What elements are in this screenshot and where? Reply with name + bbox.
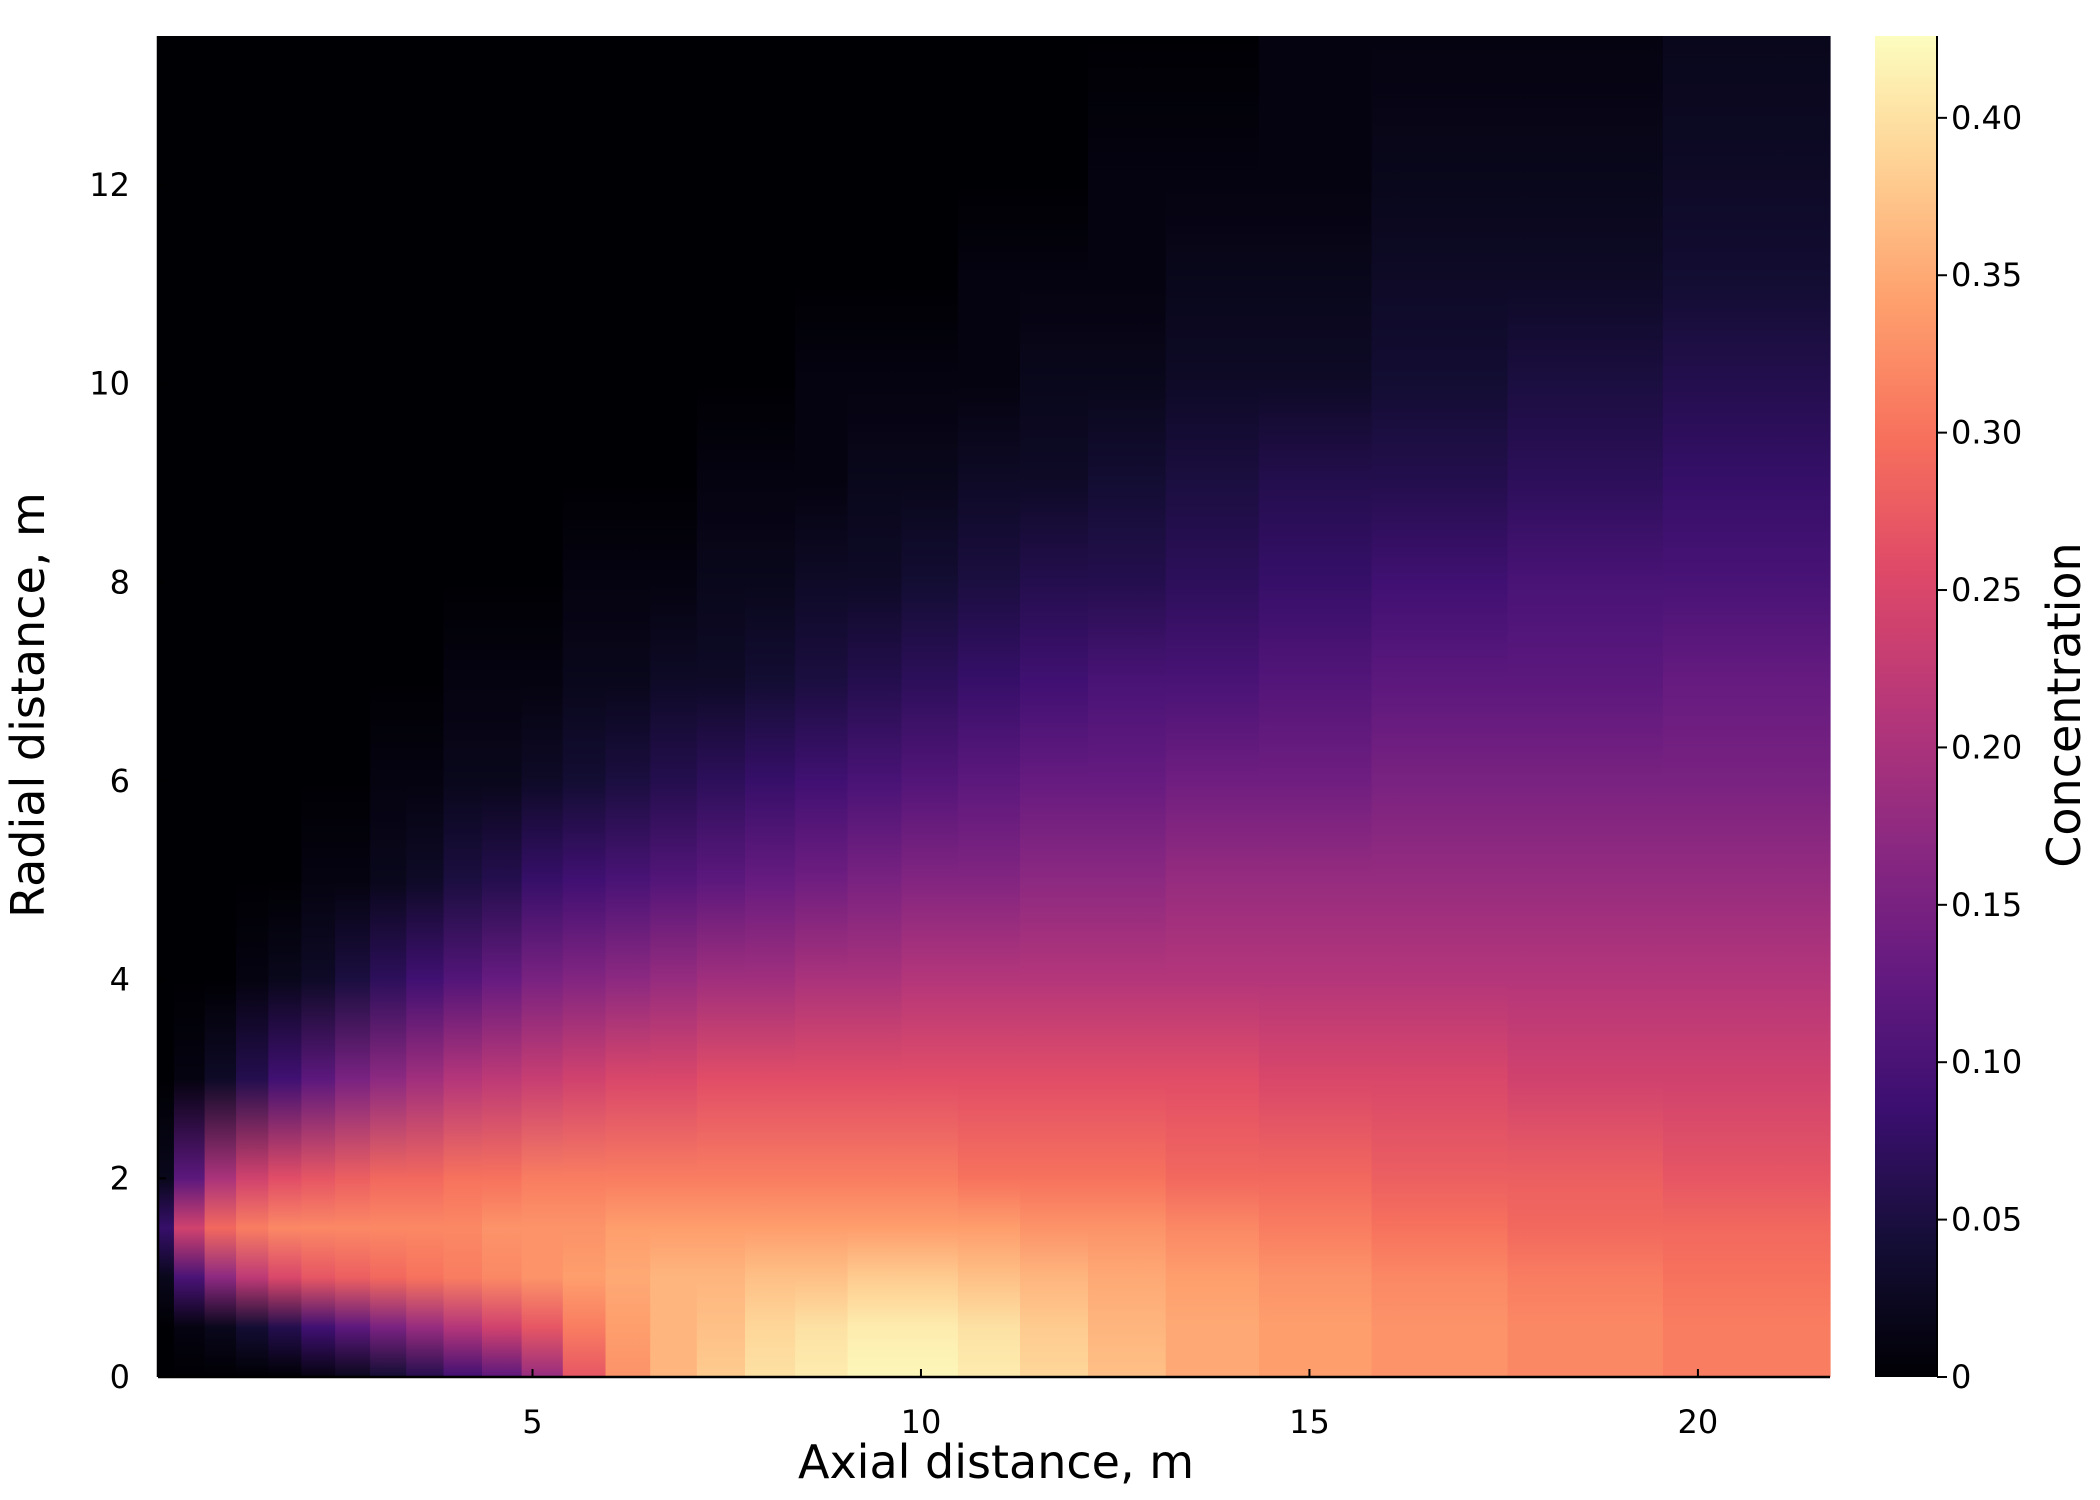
heatmap-column [1507,36,1664,1377]
x-tick-label: 10 [901,1403,942,1441]
y-tick-label: 0 [110,1358,130,1396]
y-tick-label: 8 [110,563,130,601]
colorbar-tick-label: 0.05 [1951,1201,2022,1239]
colorbar-tick-label: 0.25 [1951,571,2022,609]
heatmap-column [696,36,746,1377]
x-axis-label: Axial distance, m [798,1435,1194,1489]
heatmap-column [443,36,483,1377]
heatmap-column [605,36,651,1377]
heatmap-column [957,36,1021,1377]
heatmap-column [1662,36,1831,1377]
heatmap-column [847,36,903,1377]
colorbar-label: Concentration [2037,542,2091,867]
x-tick-label: 15 [1289,1403,1330,1441]
x-tick-label: 5 [522,1403,542,1441]
axes: 5 10 15 20 0 2 4 6 8 10 12 [89,36,1830,1441]
heatmap-column [1088,36,1167,1377]
heatmap-column [1020,36,1089,1377]
heatmap-column [795,36,849,1377]
colorbar-tick-label: 0.20 [1951,728,2022,766]
y-tick-label: 4 [110,961,130,999]
heatmap-column [236,36,269,1377]
y-tick-label: 6 [110,762,130,800]
heatmap-column [301,36,336,1377]
heatmap-column [562,36,607,1377]
plot-area [158,36,1831,1377]
y-tick-label: 10 [89,365,130,403]
colorbar-tick-label: 0.30 [1951,414,2022,452]
heatmap-column [268,36,302,1377]
heatmap-column [370,36,407,1377]
heatmap-column [901,36,959,1377]
heatmap-column [521,36,564,1377]
y-axis-label: Radial distance, m [1,492,55,918]
heatmap-column [173,36,206,1377]
colorbar-tick-label: 0 [1951,1358,1971,1396]
heatmap-column [158,36,175,1377]
colorbar: 0 0.05 0.10 0.15 0.20 0.25 0.30 0.35 0.40 [1875,36,2022,1396]
heatmap-column [204,36,237,1377]
colorbar-tick-label: 0.35 [1951,256,2022,294]
y-tick-label: 2 [110,1159,130,1197]
colorbar-tick-label: 0.15 [1951,886,2022,924]
heatmap-column [1258,36,1373,1377]
heatmap-column [650,36,698,1377]
y-tick-label: 12 [89,166,130,204]
heatmap-column [481,36,523,1377]
colorbar-gradient [1875,36,1937,1377]
heatmap-column [1165,36,1260,1377]
x-tick-label: 20 [1678,1403,1719,1441]
colorbar-tick-label: 0.40 [1951,99,2022,137]
heatmap-column [406,36,445,1377]
colorbar-tick-label: 0.10 [1951,1043,2022,1081]
heatmap-column [744,36,796,1377]
heatmap-column [335,36,371,1377]
heatmap-column [1371,36,1509,1377]
